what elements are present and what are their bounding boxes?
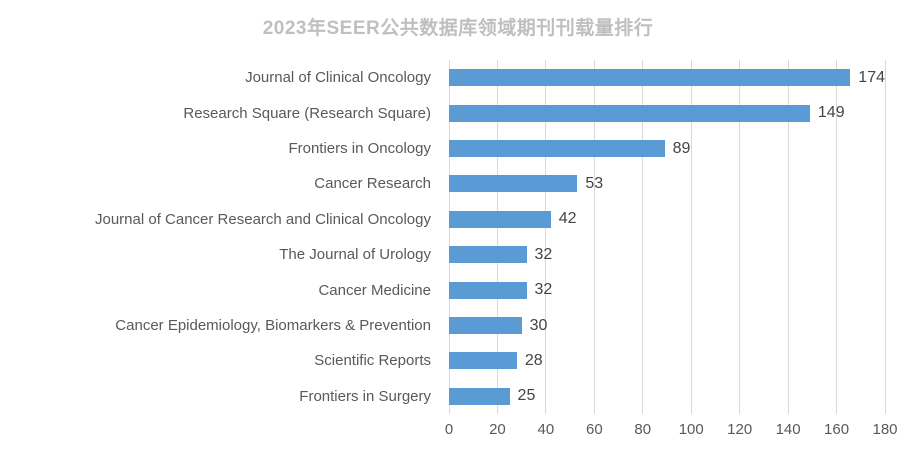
gridline (739, 60, 741, 414)
bar-row: 32 (449, 272, 885, 307)
bar (449, 317, 522, 335)
category-axis: Journal of Clinical Oncology Research Squ… (0, 60, 440, 414)
bar-value-label: 30 (529, 316, 548, 334)
gridline (593, 60, 595, 414)
bar-row: 25 (449, 379, 885, 414)
bar-row: 42 (449, 202, 885, 237)
x-tick-label: 120 (727, 421, 753, 438)
category-label: Cancer Research (314, 175, 431, 193)
bar-row: 149 (449, 95, 885, 130)
bar-row: 53 (449, 166, 885, 201)
bar (449, 175, 578, 193)
category-label: Journal of Cancer Research and Clinical … (94, 210, 431, 228)
bars: 174 149 89 53 42 32 32 30 28 25 (449, 60, 885, 414)
x-tick-label: 20 (489, 421, 506, 438)
category-label: Scientific Reports (314, 352, 431, 370)
gridline (642, 60, 644, 414)
bar-value-label: 42 (558, 210, 577, 228)
bar-value-label: 53 (585, 174, 604, 192)
bar-value-label: 25 (517, 387, 536, 405)
gridline (545, 60, 547, 414)
bar-value-label: 32 (534, 281, 553, 299)
bar (449, 140, 665, 158)
category-label: Frontiers in Oncology (288, 140, 431, 158)
bar-row: 32 (449, 237, 885, 272)
category-label: Frontiers in Surgery (299, 387, 431, 405)
bar (449, 210, 551, 228)
gridline (448, 60, 450, 414)
gridline (884, 60, 886, 414)
category-label: Journal of Clinical Oncology (245, 69, 431, 87)
x-tick-label: 40 (537, 421, 555, 438)
bar (449, 387, 510, 405)
bar (449, 104, 810, 122)
bar (449, 352, 517, 370)
bar (449, 69, 851, 87)
bar-value-label: 149 (817, 104, 845, 122)
x-axis: 0 20 40 60 80 100 120 140 160 180 (445, 421, 898, 441)
bar-row: 89 (449, 131, 885, 166)
category-label: Cancer Medicine (318, 281, 431, 299)
x-tick-label: 80 (634, 421, 652, 438)
bar (449, 281, 527, 299)
bar-value-label: 89 (672, 139, 691, 157)
x-tick-label: 100 (678, 421, 704, 438)
category-label: Research Square (Research Square) (183, 104, 431, 122)
x-tick-label: 160 (824, 421, 850, 438)
x-tick-label: 60 (585, 421, 603, 438)
category-label: Cancer Epidemiology, Biomarkers & Preven… (115, 317, 431, 335)
bar (449, 246, 527, 264)
gridline (496, 60, 498, 414)
gridline (690, 60, 692, 414)
chart-title: 2023年SEER公共数据库领域期刊刊载量排行 (262, 18, 654, 39)
bar-value-label: 174 (858, 68, 885, 86)
x-tick-label: 0 (444, 421, 454, 438)
gridline (787, 60, 789, 414)
x-tick-label: 140 (775, 421, 801, 438)
bar-value-label: 28 (524, 351, 543, 369)
gridline (836, 60, 838, 414)
x-tick-label: 180 (872, 421, 898, 438)
bar-row: 30 (449, 308, 885, 343)
category-label: The Journal of Urology (279, 246, 431, 264)
bar-row: 174 (449, 60, 885, 95)
bar-row: 28 (449, 343, 885, 378)
bar-value-label: 32 (534, 245, 553, 263)
plot-area: 174 149 89 53 42 32 32 30 28 25 (448, 60, 886, 414)
